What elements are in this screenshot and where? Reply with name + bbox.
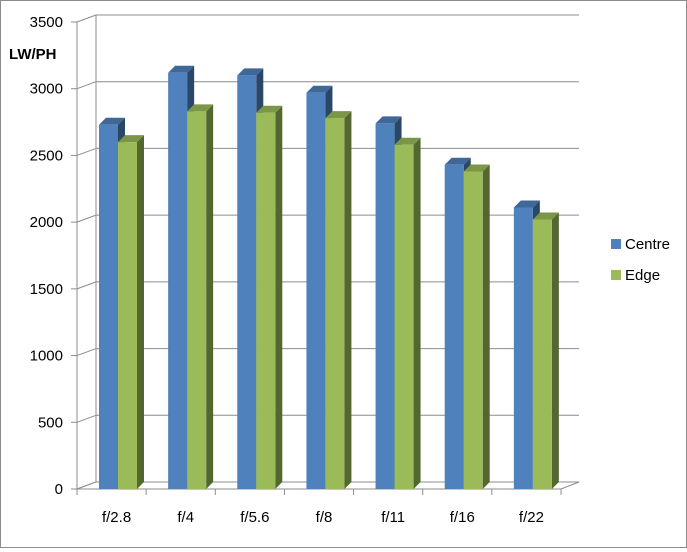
x-tick-label: f/2.8 [102,509,131,526]
bar-edge-5 [463,164,490,489]
bar-top [306,85,333,93]
y-tick-label: 1000 [30,348,63,365]
y-axis-label: LW/PH [9,46,57,63]
bar-top [513,200,540,208]
bar-top [394,137,421,145]
x-tick-label: f/11 [381,509,405,526]
bar-side [137,135,144,490]
bar-top [168,65,195,73]
side-wall-line [76,348,97,357]
bar-top [325,111,352,119]
bar-front [532,219,552,489]
bar-top [444,157,471,165]
y-axis-ticks: 0 500 1000 1500 2000 2500 3000 3500 [30,14,77,498]
bar-top [375,116,402,124]
x-tick-label: f/22 [519,509,544,526]
bar-edge-4 [394,137,421,490]
bar-side [275,105,283,489]
x-tick-label: f/5.6 [240,509,269,526]
bar-edge-0 [118,135,144,490]
y-tick-label: 1500 [30,281,63,298]
bar-front [306,92,326,490]
bar-edge-1 [187,104,214,489]
bar-edge-6 [532,212,559,489]
side-wall-line [76,214,97,223]
bar-front [394,144,414,490]
bar-front [325,118,345,489]
y-tick-label: 3500 [30,14,63,31]
y-tick-label: 2500 [30,147,63,164]
x-tick-label: f/16 [450,509,475,526]
x-tick-label: f/4 [177,509,194,526]
bar-front [118,142,137,490]
bar-front [256,112,276,489]
y-tick-label: 3000 [30,81,63,98]
bar-top [99,117,125,125]
bar-front [99,124,118,490]
legend-swatch [611,239,621,249]
bar-edge-3 [325,111,352,489]
legend: Centre Edge [611,236,670,284]
bar-top [187,104,214,112]
bar-edge-2 [256,105,283,489]
y-tick-label: 0 [55,481,63,498]
y-tick-label: 500 [38,414,63,431]
bar-front [513,207,533,490]
legend-label: Centre [625,236,670,253]
bar-series [99,65,559,490]
legend-swatch [611,270,621,280]
bar-side [413,137,421,490]
bar-top [237,68,264,76]
bar-top [118,135,144,143]
bar-front [463,171,483,489]
bar-side [482,164,490,489]
legend-label: Edge [625,267,660,284]
side-wall-line [76,281,97,290]
bar-front [168,72,188,490]
x-tick-label: f/8 [316,509,333,526]
side-wall-line [76,14,97,23]
bar-front [444,164,464,490]
y-tick-label: 2000 [30,214,63,231]
bar-top [463,164,490,172]
side-wall-line [76,81,97,90]
bar-side [344,111,352,489]
side-wall-line [76,414,97,423]
bar-top [256,105,283,113]
bar-front [187,111,207,489]
bar-top [532,212,559,220]
x-axis-ticks: f/2.8 f/4 f/5.6 f/8 f/11 f/16 f/22 [76,489,562,526]
side-wall-line [76,147,97,156]
bar-side [206,104,214,489]
bar-side [551,212,559,489]
bar-front [375,123,395,490]
bar-front [237,75,257,489]
